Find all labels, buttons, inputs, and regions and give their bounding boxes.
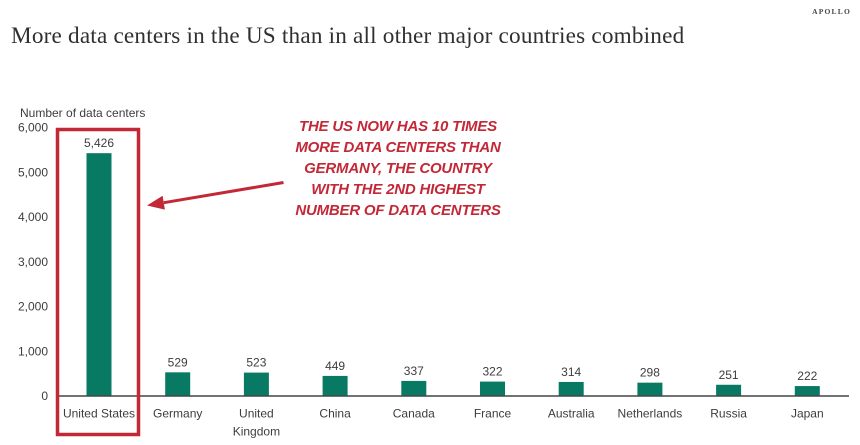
- x-axis-label: Japan: [791, 407, 824, 421]
- x-axis-label: France: [474, 407, 512, 421]
- bar-united-kingdom: [243, 372, 269, 396]
- x-axis-label: Australia: [548, 407, 595, 421]
- bar-canada: [401, 380, 427, 396]
- x-axis-label: Netherlands: [618, 407, 683, 421]
- bar-value-label: 529: [168, 355, 188, 369]
- bar-value-label: 298: [640, 366, 660, 380]
- x-axis-label: Canada: [393, 407, 435, 421]
- y-tick-label: 6,000: [18, 121, 48, 135]
- annotation-arrow-head: [147, 195, 165, 210]
- y-tick-label: 2,000: [18, 300, 48, 314]
- chart-title: More data centers in the US than in all …: [11, 23, 685, 49]
- apollo-logo: APOLLO: [812, 7, 851, 16]
- x-axis-label: United: [239, 407, 274, 421]
- x-axis-label: Russia: [710, 407, 747, 421]
- bar-germany: [165, 372, 191, 396]
- bar-value-label: 322: [482, 365, 502, 379]
- x-axis-label: Germany: [153, 407, 202, 421]
- y-tick-label: 3,000: [18, 255, 48, 269]
- bar-russia: [716, 384, 742, 396]
- bar-france: [480, 381, 505, 396]
- y-tick-label: 0: [41, 389, 48, 403]
- bar-china: [322, 375, 348, 396]
- bar-value-label: 222: [797, 369, 817, 383]
- annotation-text: THE US NOW HAS 10 TIMES MORE DATA CENTER…: [295, 118, 501, 219]
- bar-value-label: 5,426: [84, 136, 114, 150]
- bar-united-states: [86, 153, 112, 396]
- y-tick-label: 1,000: [18, 344, 48, 358]
- bar-netherlands: [637, 382, 663, 396]
- bar-value-label: 523: [246, 356, 266, 370]
- x-axis-label: Kingdom: [233, 425, 280, 439]
- highlight-box: [55, 127, 141, 437]
- y-tick-label: 4,000: [18, 210, 48, 224]
- bar-value-label: 449: [325, 359, 345, 373]
- annotation-arrow-shaft: [163, 181, 284, 205]
- bar-value-label: 251: [719, 368, 739, 382]
- bar-japan: [794, 386, 820, 396]
- y-axis-title: Number of data centers: [20, 106, 146, 120]
- bar-value-label: 337: [404, 364, 424, 378]
- bar-australia: [558, 381, 584, 396]
- bar-value-label: 314: [561, 365, 581, 379]
- x-axis-label: China: [319, 407, 351, 421]
- y-tick-label: 5,000: [18, 165, 48, 179]
- x-axis-label: United States: [63, 407, 135, 421]
